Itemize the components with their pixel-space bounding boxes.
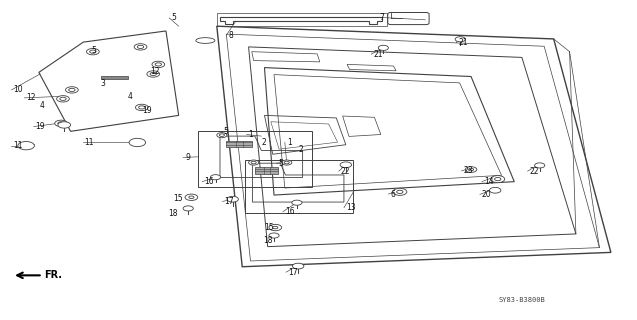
Circle shape [58, 122, 64, 125]
Circle shape [292, 200, 302, 205]
Circle shape [60, 97, 66, 100]
Circle shape [189, 196, 194, 198]
Text: 12: 12 [26, 93, 36, 102]
Circle shape [340, 162, 352, 168]
Circle shape [147, 71, 160, 77]
Circle shape [217, 132, 227, 138]
Circle shape [57, 96, 69, 102]
Polygon shape [226, 141, 252, 147]
Text: 16: 16 [285, 207, 294, 216]
Text: 15: 15 [264, 223, 274, 232]
Text: 11: 11 [13, 141, 23, 150]
Circle shape [248, 160, 259, 165]
Circle shape [129, 138, 146, 147]
Text: 2: 2 [261, 138, 266, 147]
Text: 20: 20 [482, 190, 492, 199]
Circle shape [397, 190, 403, 194]
Circle shape [465, 167, 476, 172]
Circle shape [58, 122, 71, 128]
Circle shape [378, 45, 389, 50]
Text: 21: 21 [459, 38, 468, 47]
Circle shape [393, 188, 407, 196]
Text: 13: 13 [346, 203, 355, 212]
Text: 2: 2 [298, 145, 303, 154]
Circle shape [87, 49, 99, 55]
Circle shape [139, 106, 145, 109]
Text: 23: 23 [464, 166, 473, 175]
Text: 5: 5 [171, 13, 176, 22]
Circle shape [273, 226, 278, 229]
Text: 21: 21 [373, 50, 383, 59]
Circle shape [90, 50, 96, 53]
Text: 19: 19 [36, 122, 45, 131]
Text: 18: 18 [263, 236, 273, 245]
Text: 17: 17 [288, 268, 297, 277]
Text: FR.: FR. [44, 270, 62, 280]
Text: 6: 6 [390, 189, 395, 199]
Circle shape [210, 175, 220, 180]
Text: 4: 4 [128, 92, 132, 101]
Text: 15: 15 [173, 194, 183, 203]
Text: 11: 11 [85, 138, 94, 147]
Text: 3: 3 [101, 79, 105, 88]
Circle shape [489, 188, 501, 193]
Text: 7: 7 [380, 13, 384, 22]
Circle shape [219, 134, 224, 136]
Text: 16: 16 [204, 177, 214, 186]
Text: 1: 1 [248, 130, 254, 139]
Circle shape [227, 196, 238, 202]
Text: 22: 22 [529, 167, 539, 176]
Circle shape [66, 87, 78, 93]
Circle shape [292, 263, 304, 269]
Circle shape [152, 61, 165, 68]
Circle shape [494, 178, 501, 181]
Circle shape [136, 104, 148, 111]
Circle shape [251, 161, 256, 164]
Circle shape [490, 176, 505, 183]
Circle shape [134, 44, 147, 50]
Circle shape [69, 88, 75, 92]
Circle shape [185, 194, 197, 200]
Text: 5: 5 [91, 46, 96, 55]
Circle shape [155, 63, 162, 66]
Text: 5: 5 [223, 127, 228, 136]
Circle shape [468, 168, 473, 171]
Circle shape [269, 233, 279, 238]
Text: 17: 17 [224, 197, 234, 206]
Circle shape [284, 161, 289, 164]
Text: 18: 18 [169, 209, 178, 218]
Text: 5: 5 [278, 159, 283, 168]
Circle shape [534, 163, 545, 168]
Text: 4: 4 [40, 101, 45, 110]
Circle shape [138, 45, 144, 49]
Polygon shape [101, 76, 128, 79]
Circle shape [55, 120, 68, 126]
Text: 10: 10 [13, 85, 23, 94]
Text: 1: 1 [287, 138, 292, 147]
Polygon shape [255, 167, 278, 174]
Text: 22: 22 [341, 167, 350, 176]
Text: 8: 8 [228, 31, 233, 40]
Circle shape [18, 141, 34, 150]
Text: 14: 14 [483, 177, 494, 186]
Text: 19: 19 [142, 106, 152, 115]
Circle shape [282, 160, 292, 165]
Circle shape [150, 72, 157, 76]
Text: 9: 9 [185, 153, 190, 162]
Text: 12: 12 [150, 67, 159, 76]
Circle shape [455, 37, 465, 42]
Text: SY83-B3800B: SY83-B3800B [499, 297, 545, 302]
Circle shape [183, 206, 193, 211]
Circle shape [269, 224, 282, 231]
